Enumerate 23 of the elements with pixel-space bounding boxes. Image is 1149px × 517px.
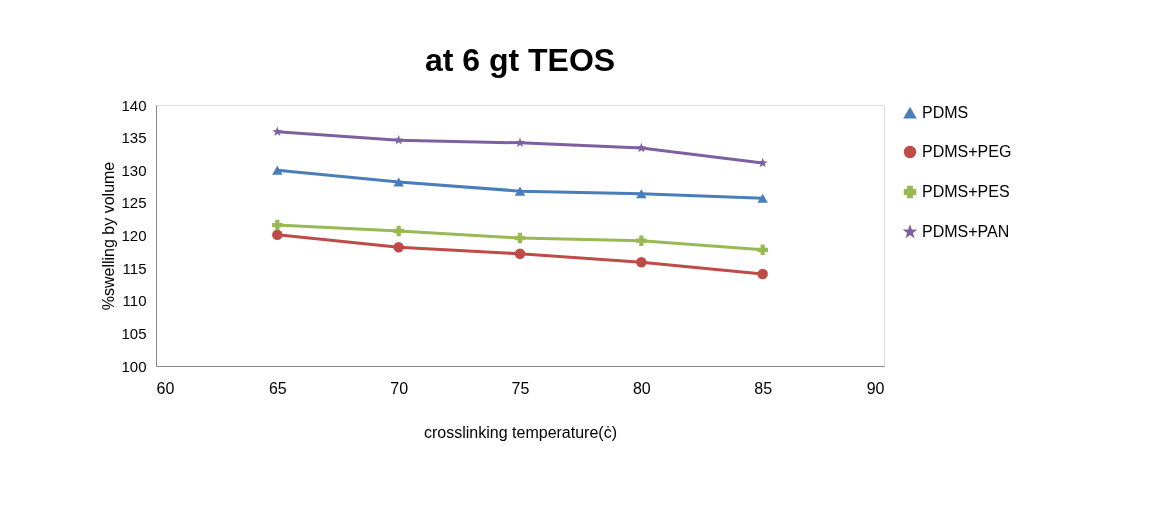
legend-label: PDMS (922, 104, 969, 121)
x-tick-label: 85 (754, 379, 773, 397)
x-axis-title: crosslinking temperature(ċ) (424, 423, 617, 441)
legend-label: PDMS+PAN (922, 223, 1010, 240)
legend-label: PDMS+PES (922, 183, 1010, 200)
x-tick-label: 70 (390, 379, 409, 397)
y-tick-label: 135 (121, 129, 147, 147)
y-tick-label: 140 (121, 96, 147, 114)
x-tick-label: 75 (511, 379, 530, 397)
x-tick-label: 65 (268, 379, 287, 397)
legend-label: PDMS+PEG (922, 143, 1012, 160)
y-tick-label: 125 (121, 194, 147, 212)
y-tick-label: 115 (122, 259, 147, 277)
y-tick-label: 105 (121, 324, 147, 342)
x-tick-label: 90 (866, 379, 885, 397)
x-tick-label: 60 (156, 379, 175, 397)
y-tick-label: 120 (121, 227, 147, 244)
y-tick-label: 100 (121, 357, 147, 375)
y-axis-title: %swelling by volume (100, 161, 118, 311)
y-tick-label: 130 (121, 161, 147, 179)
chart-title: at 6 gt TEOS (424, 42, 616, 78)
x-tick-label: 80 (632, 379, 651, 397)
y-tick-label: 110 (122, 292, 147, 310)
